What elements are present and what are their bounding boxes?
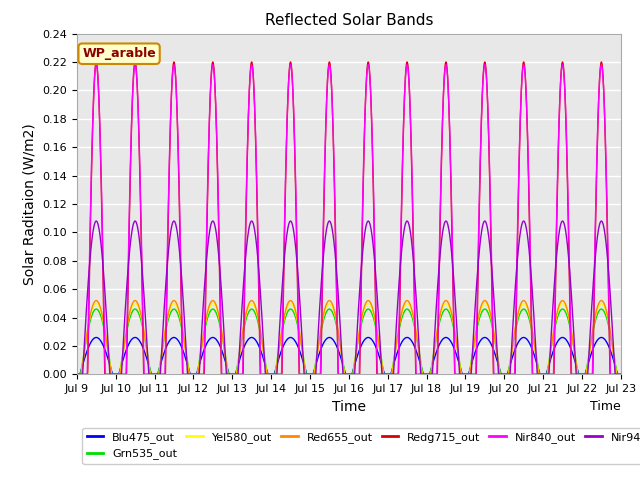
Grn535_out xyxy=(73,372,81,377)
Nir945_out xyxy=(287,218,294,224)
Blu475_out xyxy=(522,336,529,341)
Yel580_out xyxy=(522,302,529,308)
Red655_out xyxy=(246,300,253,306)
Nir945_out xyxy=(522,223,529,228)
Nir840_out xyxy=(73,372,81,377)
Line: Redg715_out: Redg715_out xyxy=(77,62,621,374)
Redg715_out xyxy=(522,82,529,88)
Redg715_out xyxy=(287,59,294,65)
Red655_out xyxy=(287,298,294,303)
Nir945_out xyxy=(482,219,490,225)
Nir945_out xyxy=(452,320,460,326)
Legend: Blu475_out, Grn535_out, Yel580_out, Red655_out, Redg715_out, Nir840_out, Nir945_: Blu475_out, Grn535_out, Yel580_out, Red6… xyxy=(83,428,640,464)
Nir840_out xyxy=(452,372,460,377)
Redg715_out xyxy=(617,372,625,377)
Red655_out xyxy=(617,372,625,377)
Yel580_out xyxy=(418,367,426,373)
Blu475_out xyxy=(452,352,460,358)
Redg715_out xyxy=(418,372,426,377)
Nir840_out xyxy=(287,62,294,68)
Line: Grn535_out: Grn535_out xyxy=(77,309,621,374)
Line: Red655_out: Red655_out xyxy=(77,300,621,374)
Grn535_out xyxy=(246,308,253,314)
Text: WP_arable: WP_arable xyxy=(82,47,156,60)
Line: Nir840_out: Nir840_out xyxy=(77,65,621,374)
Red655_out xyxy=(522,300,529,305)
Blu475_out xyxy=(418,365,426,371)
Redg715_out xyxy=(452,372,460,377)
Blu475_out xyxy=(482,335,490,340)
Nir945_out xyxy=(452,317,460,323)
Text: Time: Time xyxy=(590,400,621,413)
Nir945_out xyxy=(617,372,625,377)
Blu475_out xyxy=(246,336,253,341)
Red655_out xyxy=(418,370,426,376)
Yel580_out xyxy=(73,372,81,377)
Yel580_out xyxy=(452,338,460,344)
Yel580_out xyxy=(617,372,625,377)
Nir840_out xyxy=(617,372,625,377)
Yel580_out xyxy=(246,302,253,308)
Nir945_out xyxy=(418,372,426,377)
Line: Blu475_out: Blu475_out xyxy=(77,337,621,374)
Red655_out xyxy=(452,339,460,345)
Title: Reflected Solar Bands: Reflected Solar Bands xyxy=(264,13,433,28)
Blu475_out xyxy=(452,352,460,358)
X-axis label: Time: Time xyxy=(332,400,366,414)
Redg715_out xyxy=(482,62,490,68)
Red655_out xyxy=(73,372,81,377)
Nir945_out xyxy=(73,372,81,377)
Blu475_out xyxy=(617,372,625,377)
Redg715_out xyxy=(452,372,460,377)
Yel580_out xyxy=(287,300,294,306)
Yel580_out xyxy=(482,300,490,306)
Nir840_out xyxy=(452,372,460,377)
Nir945_out xyxy=(246,224,253,229)
Grn535_out xyxy=(617,372,625,377)
Grn535_out xyxy=(522,308,529,313)
Red655_out xyxy=(482,298,490,304)
Nir840_out xyxy=(418,372,426,377)
Blu475_out xyxy=(287,335,294,340)
Nir840_out xyxy=(246,88,253,94)
Nir840_out xyxy=(482,64,490,70)
Grn535_out xyxy=(482,306,490,312)
Blu475_out xyxy=(73,372,81,377)
Line: Yel580_out: Yel580_out xyxy=(77,303,621,374)
Redg715_out xyxy=(73,372,81,377)
Grn535_out xyxy=(452,340,460,346)
Grn535_out xyxy=(287,306,294,312)
Red655_out xyxy=(452,340,460,346)
Grn535_out xyxy=(452,339,460,345)
Line: Nir945_out: Nir945_out xyxy=(77,221,621,374)
Nir840_out xyxy=(522,83,529,88)
Grn535_out xyxy=(418,365,426,371)
Yel580_out xyxy=(452,339,460,345)
Redg715_out xyxy=(246,87,253,93)
Y-axis label: Solar Raditaion (W/m2): Solar Raditaion (W/m2) xyxy=(22,123,36,285)
